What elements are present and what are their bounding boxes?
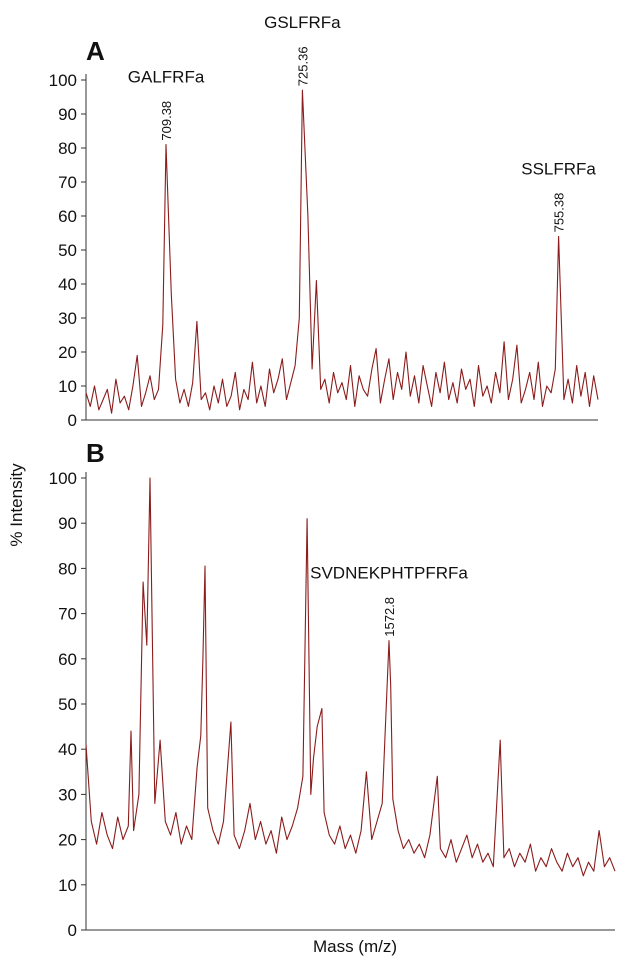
y-tick-label: 70	[58, 173, 77, 192]
y-tick-label: 40	[58, 275, 77, 294]
y-tick-label: 0	[68, 411, 77, 430]
panel-label: B	[86, 438, 105, 468]
peptide-label: SSLFRFa	[521, 159, 596, 178]
y-tick-label: 30	[58, 309, 77, 328]
peak-mass-label: 1572.8	[382, 597, 397, 637]
y-tick-label: 10	[58, 876, 77, 895]
y-tick-label: 30	[58, 785, 77, 804]
y-tick-label: 100	[49, 71, 77, 90]
y-tick-label: 60	[58, 207, 77, 226]
y-tick-label: 20	[58, 343, 77, 362]
y-tick-label: 90	[58, 105, 77, 124]
panel-label: A	[86, 36, 105, 66]
y-tick-label: 70	[58, 605, 77, 624]
y-tick-label: 50	[58, 241, 77, 260]
peak-mass-label: 725.36	[295, 46, 310, 86]
y-tick-label: 90	[58, 514, 77, 533]
y-tick-label: 20	[58, 831, 77, 850]
y-tick-label: 60	[58, 650, 77, 669]
peptide-label: GSLFRFa	[264, 13, 341, 32]
y-tick-label: 100	[49, 469, 77, 488]
peak-mass-label: 755.38	[552, 193, 567, 233]
y-tick-label: 80	[58, 139, 77, 158]
y-tick-label: 80	[58, 559, 77, 578]
peak-mass-label: 709.38	[159, 101, 174, 141]
y-axis-label: % Intensity	[7, 463, 26, 547]
y-tick-label: 10	[58, 377, 77, 396]
y-tick-label: 0	[68, 921, 77, 940]
spectrum-line	[85, 477, 616, 877]
peptide-label: SVDNEKPHTPFRFa	[310, 564, 468, 583]
y-tick-label: 50	[58, 695, 77, 714]
y-tick-label: 40	[58, 740, 77, 759]
x-axis-label: Mass (m/z)	[313, 937, 397, 956]
spectrum-line	[85, 89, 599, 414]
peptide-label: GALFRFa	[128, 68, 205, 87]
